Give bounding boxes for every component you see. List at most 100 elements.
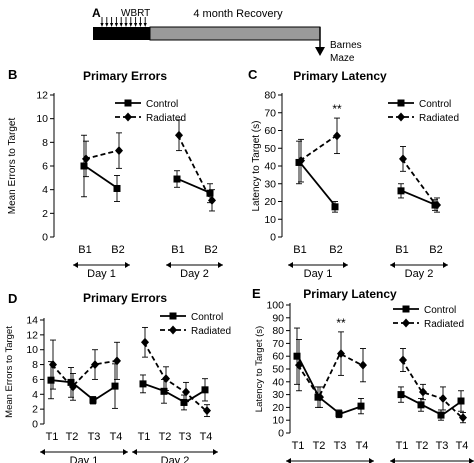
charts-group: B Primary Errors 0 2 4 6 8 10 12 Mean Errors to T… xyxy=(4,67,474,463)
day-group-label: Day 2 xyxy=(180,268,209,280)
series-line-radiated xyxy=(401,359,463,419)
y-tick-label: 80 xyxy=(272,325,284,337)
day-range-arrow-left xyxy=(286,458,291,463)
y-axis-label: Latency to Target (s) xyxy=(251,121,262,212)
data-point-diamond xyxy=(115,146,123,156)
y-tick-label: 20 xyxy=(272,402,284,414)
day-range-arrow-right xyxy=(213,449,218,455)
x-tick-label: T2 xyxy=(313,440,326,452)
panel-label: C xyxy=(248,67,258,82)
x-tick-label: T3 xyxy=(334,440,347,452)
data-point-square xyxy=(457,397,465,405)
data-point-square xyxy=(201,386,209,394)
data-point-diamond xyxy=(162,374,170,384)
y-tick-label: 8 xyxy=(32,359,38,371)
y-tick-label: 10 xyxy=(26,344,38,356)
wbrt-arrowhead xyxy=(129,23,133,27)
wbrt-arrowhead xyxy=(105,23,109,27)
chart-title: Primary Errors xyxy=(83,69,167,83)
data-point-square xyxy=(331,203,339,211)
y-tick-label: 30 xyxy=(264,178,276,190)
y-tick-label: 40 xyxy=(264,161,276,173)
data-point-diamond xyxy=(82,154,90,164)
y-tick-label: 60 xyxy=(264,125,276,137)
chart-panel-b: B Primary Errors 0 2 4 6 8 10 12 Mean Errors to T… xyxy=(7,67,223,280)
y-tick-label: 0 xyxy=(42,232,48,244)
series-line-control xyxy=(143,383,207,404)
data-point-square xyxy=(139,380,147,388)
data-point-square xyxy=(89,396,97,404)
data-point-square xyxy=(206,189,214,197)
legend-marker-diamond xyxy=(397,112,405,122)
legend-label: Radiated xyxy=(419,113,459,124)
wbrt-arrowhead xyxy=(110,23,114,27)
panel-label: D xyxy=(8,291,17,306)
data-point-square xyxy=(293,352,301,360)
data-point-square xyxy=(173,175,181,183)
series-line-control xyxy=(177,178,212,195)
wbrt-arrowhead xyxy=(124,23,128,27)
wbrt-bar xyxy=(93,27,150,40)
wbrt-arrows xyxy=(100,17,147,27)
data-point-square xyxy=(80,162,88,170)
day-range-arrow-left xyxy=(132,449,137,455)
series-radiated xyxy=(49,326,211,418)
y-tick-label: 50 xyxy=(272,364,284,376)
legend-marker-square xyxy=(169,312,177,320)
data-point-diamond xyxy=(297,156,305,166)
data-point-diamond xyxy=(359,360,367,370)
day-range-arrow-right xyxy=(443,262,448,268)
y-axis-label: Mean Errors to Target xyxy=(7,118,18,215)
series-line-control xyxy=(51,379,117,402)
data-point-diamond xyxy=(182,387,190,397)
chart-title: Primary Latency xyxy=(303,287,397,301)
wbrt-arrowhead xyxy=(114,23,118,27)
data-point-square xyxy=(160,387,168,395)
series-line-radiated xyxy=(297,352,363,399)
chart-title: Primary Latency xyxy=(293,69,387,83)
day-range-arrow-right xyxy=(123,449,128,455)
y-tick-label: 70 xyxy=(264,107,276,119)
data-point-square xyxy=(437,411,445,419)
data-point-diamond xyxy=(459,413,467,423)
legend-label: Control xyxy=(191,312,223,323)
data-point-diamond xyxy=(208,195,216,205)
series-radiated xyxy=(297,117,441,213)
series-line-radiated xyxy=(84,149,119,160)
x-tick-label: T1 xyxy=(292,440,305,452)
legend-marker-square xyxy=(402,305,410,313)
legend-marker-square xyxy=(397,99,405,107)
data-point-diamond xyxy=(333,131,341,141)
x-tick-label: B2 xyxy=(429,244,442,256)
day-range-arrow-right xyxy=(343,262,348,268)
data-point-square xyxy=(180,398,188,406)
data-point-diamond xyxy=(399,154,407,164)
y-tick-label: 2 xyxy=(32,404,38,416)
day-group-label: Day 2 xyxy=(161,455,190,463)
data-point-diamond xyxy=(113,356,121,366)
y-tick-label: 4 xyxy=(32,389,38,401)
x-tick-label: B1 xyxy=(78,244,91,256)
data-point-diamond xyxy=(337,349,345,359)
legend-marker-diamond xyxy=(124,112,132,122)
data-point-diamond xyxy=(295,360,303,370)
y-tick-label: 50 xyxy=(264,143,276,155)
day-range-arrow-left xyxy=(73,262,78,268)
series-line-radiated xyxy=(177,134,212,201)
data-point-diamond xyxy=(419,387,427,397)
legend-label: Radiated xyxy=(191,326,231,337)
y-tick-label: 70 xyxy=(272,338,284,350)
day-range-arrow-right xyxy=(369,458,374,463)
legend-label: Control xyxy=(146,99,178,110)
y-tick-label: 40 xyxy=(272,376,284,388)
day-group-label: Day 1 xyxy=(70,455,99,463)
day-range-arrow-left xyxy=(288,262,293,268)
timeline-end-arrowhead xyxy=(315,47,325,56)
day-range-arrow-right xyxy=(125,262,130,268)
y-axis-label: Mean Errors to Target xyxy=(4,326,15,418)
x-tick-label: T4 xyxy=(110,431,123,443)
x-tick-label: B1 xyxy=(293,244,306,256)
legend-label: Control xyxy=(424,305,456,316)
chart-panel-d: D Primary Errors 0 2 4 6 8 10 12 14 Mean Errors to… xyxy=(4,291,231,463)
data-point-diamond xyxy=(91,360,99,370)
